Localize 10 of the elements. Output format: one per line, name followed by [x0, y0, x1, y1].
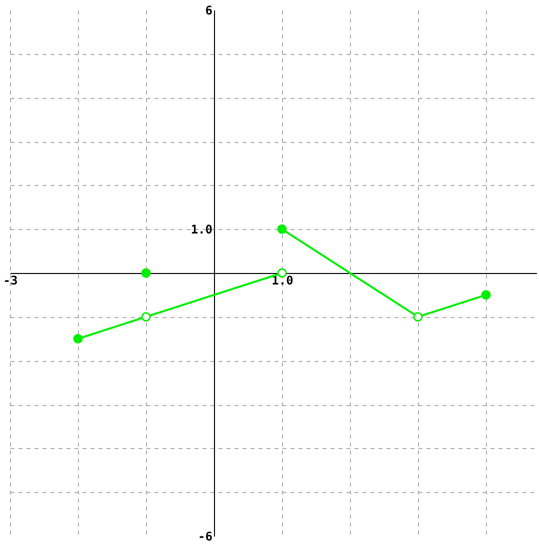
y-tick-label: 6 — [205, 4, 212, 18]
point — [73, 334, 83, 344]
point — [141, 268, 151, 278]
point — [141, 312, 151, 322]
y-tick-label: 1.0 — [190, 222, 212, 237]
point — [413, 312, 423, 322]
point — [277, 224, 287, 234]
y-tick-label: -6 — [198, 530, 212, 544]
point — [481, 290, 491, 300]
x-tick-label: -3 — [3, 274, 18, 288]
